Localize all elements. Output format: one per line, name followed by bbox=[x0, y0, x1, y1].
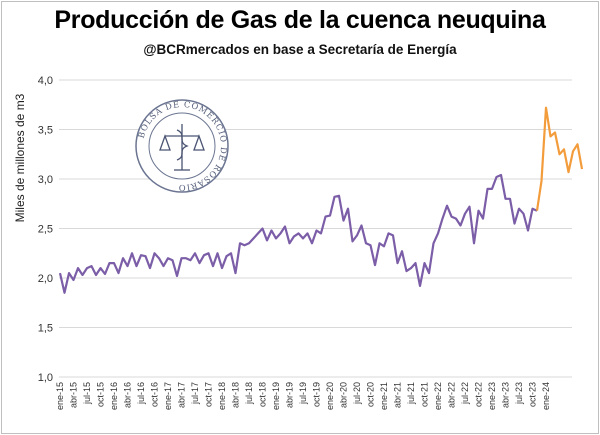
chart-subtitle: @BCRmercados en base a Secretaría de Ene… bbox=[143, 42, 457, 57]
y-tick-label: 4,0 bbox=[38, 75, 53, 87]
x-tick-label: abr-20 bbox=[339, 382, 349, 408]
x-tick-label: oct-16 bbox=[150, 382, 160, 407]
series-line-1 bbox=[535, 106, 584, 211]
y-tick-label: 1,5 bbox=[38, 323, 53, 335]
chart-title: Producción de Gas de la cuenca neuquina bbox=[54, 6, 546, 34]
x-tick-label: jul-20 bbox=[352, 382, 362, 405]
x-tick-label: oct-23 bbox=[528, 382, 538, 407]
x-tick-label: oct-17 bbox=[204, 382, 214, 407]
x-tick-label: oct-15 bbox=[96, 382, 106, 407]
x-tick-label: ene-21 bbox=[379, 382, 389, 410]
x-tick-label: ene-24 bbox=[541, 382, 551, 410]
x-tick-labels: ene-15 abr-15 jul-15 oct-15 ene-16 abr-16 jul-… bbox=[55, 382, 551, 410]
y-axis-title: Miles de millones de m3 bbox=[13, 93, 27, 222]
x-tick-label: jul-15 bbox=[82, 382, 92, 405]
x-tick-label: abr-19 bbox=[285, 382, 295, 408]
x-tick-label: ene-18 bbox=[217, 382, 227, 410]
x-tick-label: ene-20 bbox=[325, 382, 335, 410]
x-tick-label: jul-18 bbox=[244, 382, 254, 405]
y-tick-labels: 1,0 1,5 2,0 2,5 3,0 3,5 4,0 bbox=[38, 75, 53, 384]
x-tick-label: oct-22 bbox=[474, 382, 484, 407]
x-tick-label: jul-19 bbox=[298, 382, 308, 405]
x-tick-label: ene-17 bbox=[163, 382, 173, 410]
x-tick-label: abr-22 bbox=[447, 382, 457, 408]
x-tick-label: jul-17 bbox=[190, 382, 200, 405]
x-tick-label: jul-22 bbox=[460, 382, 470, 405]
x-tick-label: abr-23 bbox=[501, 382, 511, 408]
x-tick-label: oct-19 bbox=[312, 382, 322, 407]
y-tick-label: 2,0 bbox=[38, 273, 53, 285]
x-tick-label: jul-21 bbox=[406, 382, 416, 405]
x-tick-label: oct-21 bbox=[420, 382, 430, 407]
x-tick-label: abr-15 bbox=[69, 382, 79, 408]
x-tick-label: ene-22 bbox=[433, 382, 443, 410]
x-tick-label: jul-23 bbox=[514, 382, 524, 405]
x-tick-label: oct-20 bbox=[366, 382, 376, 407]
x-tick-label: ene-16 bbox=[109, 382, 119, 410]
x-tick-label: ene-15 bbox=[55, 382, 65, 410]
x-tick-label: ene-23 bbox=[487, 382, 497, 410]
x-tick-label: ene-19 bbox=[271, 382, 281, 410]
x-tick-label: abr-17 bbox=[177, 382, 187, 408]
y-tick-label: 2,5 bbox=[38, 224, 53, 236]
gridlines bbox=[59, 79, 572, 378]
bcr-seal-logo: BOLSA DE COMERCIO DE ROSARIO bbox=[135, 99, 229, 193]
x-tick-label: oct-18 bbox=[258, 382, 268, 407]
x-tick-label: jul-16 bbox=[136, 382, 146, 405]
x-tick-label: abr-16 bbox=[123, 382, 133, 408]
y-tick-label: 1,0 bbox=[38, 372, 53, 384]
series-line-0 bbox=[58, 173, 538, 294]
series-lines bbox=[58, 106, 584, 294]
x-tick-label: abr-21 bbox=[393, 382, 403, 408]
y-tick-label: 3,0 bbox=[38, 174, 53, 186]
y-tick-label: 3,5 bbox=[38, 125, 53, 137]
x-tick-label: abr-18 bbox=[231, 382, 241, 408]
